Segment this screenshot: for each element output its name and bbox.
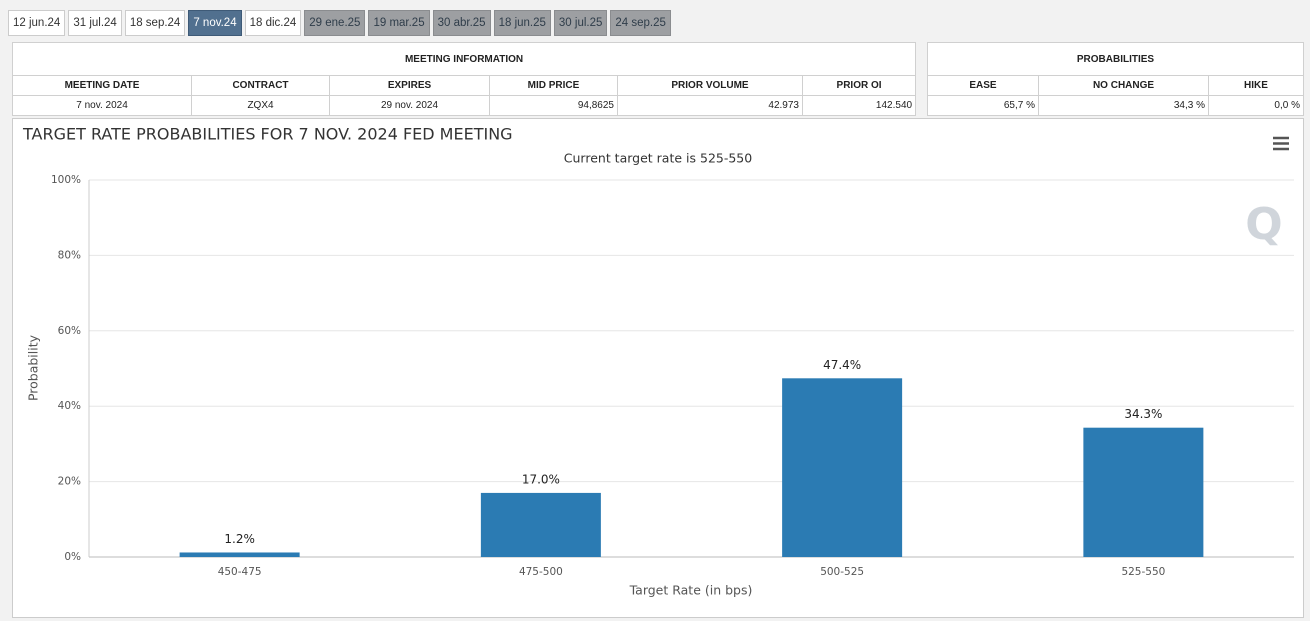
menu-icon[interactable]: [1273, 136, 1289, 151]
cell: 0,0 %: [1208, 95, 1304, 116]
header-row: EASE NO CHANGE HIKE: [927, 75, 1304, 96]
data-label: 34.3%: [1124, 407, 1162, 421]
bar: [179, 552, 300, 557]
chart-title: TARGET RATE PROBABILITIES FOR 7 NOV. 202…: [22, 125, 513, 144]
data-row: 7 nov. 2024 ZQX4 29 nov. 2024 94,8625 42.973…: [12, 95, 917, 116]
bar: [480, 492, 601, 557]
date-tab[interactable]: 18 dic.24: [244, 10, 302, 36]
table-title: MEETING INFORMATION: [11, 42, 917, 76]
cell: ZQX4: [191, 95, 330, 116]
data-label: 47.4%: [823, 358, 861, 372]
date-tab[interactable]: 30 jul.25: [553, 10, 608, 36]
x-tick-label: 475-500: [519, 566, 563, 578]
data-label: 1.2%: [224, 532, 255, 546]
cell: 7 nov. 2024: [12, 95, 192, 116]
x-tick-label: 500-525: [820, 566, 864, 578]
date-tab[interactable]: 18 sep.24: [124, 10, 186, 36]
date-tab[interactable]: 24 sep.25: [610, 10, 671, 36]
date-tab[interactable]: 18 jun.25: [493, 10, 551, 36]
y-tick-label: 100%: [51, 174, 81, 186]
y-tick-label: 60%: [58, 325, 81, 337]
date-tab[interactable]: 29 ene.25: [304, 10, 366, 36]
y-tick-label: 0%: [64, 551, 81, 563]
svg-text:Q: Q: [1245, 199, 1282, 250]
chart-subtitle: Current target rate is 525-550: [564, 151, 752, 166]
y-axis-title: Probability: [26, 334, 41, 401]
tab-bar: 12 jun.24 31 jul.24 18 sep.24 7 nov.24 18 di…: [8, 10, 671, 36]
x-axis-title: Target Rate (in bps): [629, 583, 753, 598]
y-tick-label: 40%: [58, 400, 81, 412]
probabilities-table: PROBABILITIES EASE NO CHANGE HIKE 65,7 % 34,3…: [927, 42, 1304, 116]
y-tick-label: 80%: [58, 249, 81, 261]
date-tab[interactable]: 12 jun.24: [8, 10, 66, 36]
title-row: MEETING INFORMATION: [11, 42, 917, 76]
date-tab[interactable]: 19 mar.25: [368, 10, 430, 36]
table-title: PROBABILITIES: [927, 42, 1304, 76]
bar: [1083, 427, 1204, 557]
y-tick-label: 20%: [58, 476, 81, 488]
cell: 142.540: [801, 95, 917, 116]
cell: 42.973: [617, 95, 803, 116]
meeting-info-table: MEETING INFORMATION MEETING DATE CONTRACT E…: [11, 42, 917, 116]
date-tab[interactable]: 30 abr.25: [432, 10, 491, 36]
x-tick-label: 525-550: [1121, 566, 1165, 578]
watermark: Q: [1245, 199, 1282, 250]
data-row: 65,7 % 34,3 % 0,0 %: [927, 95, 1304, 116]
date-tab[interactable]: 31 jul.24: [68, 10, 122, 36]
bar: [782, 378, 903, 557]
x-tick-label: 450-475: [218, 566, 262, 578]
cell: 65,7 %: [927, 95, 1039, 116]
data-label: 17.0%: [522, 472, 560, 486]
cell: 29 nov. 2024: [329, 95, 490, 116]
title-row: PROBABILITIES: [927, 42, 1304, 76]
date-tab[interactable]: 7 nov.24: [188, 10, 242, 36]
cell: 34,3 %: [1038, 95, 1209, 116]
